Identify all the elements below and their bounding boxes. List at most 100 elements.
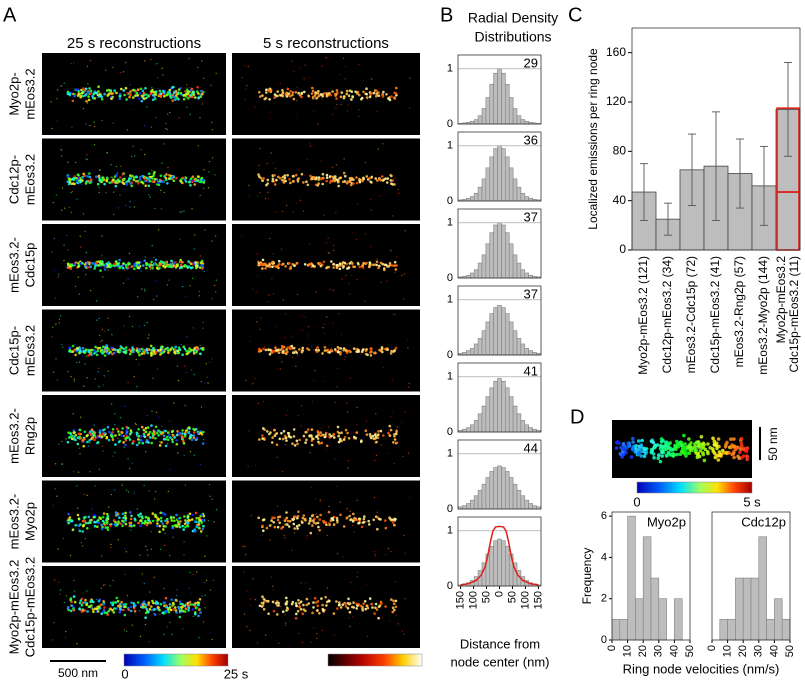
localization [321, 426, 323, 429]
localization [211, 638, 213, 641]
localization [130, 155, 133, 158]
y-tick-label: 1 [447, 525, 453, 537]
localization [197, 601, 201, 605]
localization [303, 263, 307, 266]
localization [127, 381, 129, 384]
localization [146, 426, 150, 429]
localization [106, 347, 110, 351]
localization [384, 526, 388, 530]
localization [198, 598, 202, 601]
localization [63, 82, 65, 84]
localization [211, 498, 213, 500]
localization [397, 623, 399, 625]
localization [72, 607, 75, 610]
localization [298, 169, 300, 171]
localization [276, 90, 280, 93]
x-tick-label: mEos3.2-Myo2p (144) [756, 256, 770, 375]
localization [167, 351, 170, 354]
localization [175, 513, 178, 517]
localization [389, 352, 393, 355]
localization [658, 447, 663, 451]
localization [631, 436, 635, 441]
localization [107, 93, 110, 96]
localization [103, 346, 107, 349]
localization [121, 266, 125, 270]
localization [111, 436, 114, 439]
localization [314, 601, 318, 604]
localization [285, 348, 288, 351]
localization [269, 89, 273, 92]
localization [128, 315, 131, 318]
localization [100, 527, 104, 531]
localization [386, 348, 390, 351]
colorbar [327, 653, 423, 667]
localization [381, 617, 384, 619]
localization [73, 348, 76, 352]
localization [358, 93, 361, 97]
localization [135, 349, 138, 352]
localization [86, 527, 89, 530]
histogram-bar [477, 262, 483, 279]
localization [70, 191, 72, 194]
localization [141, 605, 144, 609]
localization [299, 607, 303, 611]
localization [297, 523, 301, 527]
localization [135, 264, 138, 268]
localization [160, 189, 162, 191]
localization [377, 94, 381, 97]
localization [91, 608, 95, 611]
localization [293, 71, 295, 73]
localization [348, 514, 352, 518]
localization [393, 608, 396, 612]
localization [244, 553, 247, 556]
localization [55, 358, 57, 360]
localization [183, 365, 186, 367]
localization [151, 425, 153, 427]
localization [115, 596, 119, 600]
localization [149, 266, 153, 269]
localization [204, 229, 206, 231]
localization [189, 349, 193, 352]
histogram-bar [485, 477, 491, 510]
localization [199, 117, 201, 119]
localization [353, 435, 356, 439]
localization [291, 347, 294, 350]
localization [624, 450, 628, 455]
localization [134, 94, 137, 97]
localization [78, 529, 82, 533]
localization [64, 637, 67, 639]
localization [197, 608, 201, 611]
localization [328, 350, 331, 354]
localization [281, 350, 285, 354]
localization [182, 441, 186, 445]
plot-frame [457, 208, 542, 279]
localization [112, 176, 114, 179]
localization [183, 541, 185, 543]
localization [374, 177, 378, 180]
localization [71, 177, 74, 181]
localization [711, 436, 715, 441]
localization [190, 180, 194, 184]
localization [90, 89, 93, 91]
localization [80, 246, 82, 248]
localization [154, 490, 157, 493]
localization [739, 436, 744, 441]
localization [191, 529, 195, 533]
localization [82, 444, 85, 448]
y-tick-label: 1 [447, 140, 453, 152]
localization [407, 339, 409, 341]
localization [131, 346, 134, 349]
localization [128, 252, 131, 255]
localization [270, 152, 272, 154]
localization [96, 182, 100, 186]
localization [79, 94, 83, 98]
localization [682, 433, 686, 438]
localization [169, 436, 172, 439]
localization [178, 348, 181, 352]
histogram-bar [642, 536, 652, 641]
localization [327, 237, 329, 239]
localization [325, 242, 327, 244]
localization [261, 179, 264, 182]
localization [365, 96, 369, 99]
localization [159, 92, 162, 95]
